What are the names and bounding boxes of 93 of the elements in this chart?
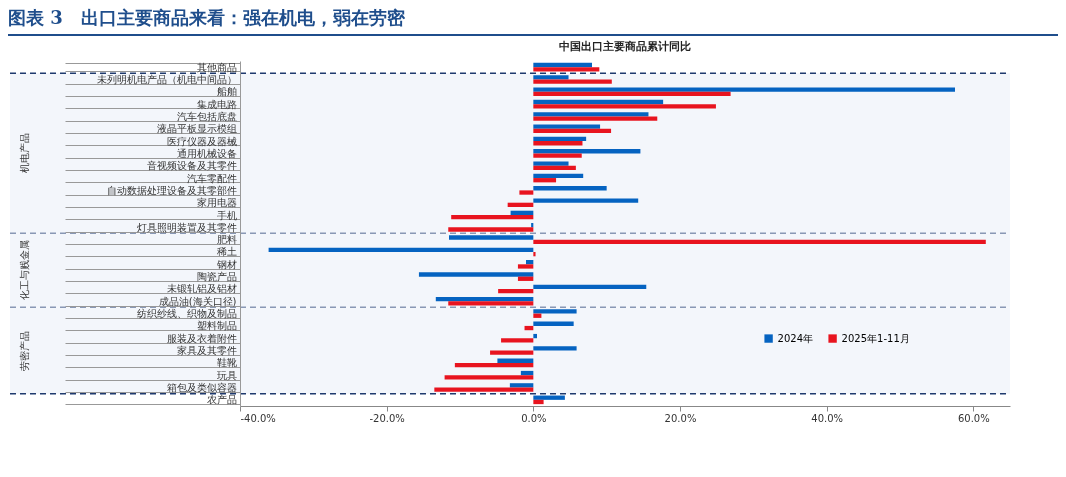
y-tick-label: 钢材 [215,258,237,270]
bar [507,202,534,208]
bar [533,62,592,68]
bar [497,358,534,363]
y-tick-label: 陶瓷产品 [196,271,237,283]
bar [533,153,582,158]
y-tick-label: 未锻轧铝及铝材 [166,283,237,295]
bar [268,247,534,252]
bar [533,395,565,400]
bar [418,272,534,277]
bar [533,104,716,109]
y-tick-label: 集成电路 [196,98,237,110]
y-tick-label: 家具及其零件 [176,345,237,357]
bar [533,161,569,166]
y-tick-label: 农产品 [206,394,237,406]
band-label: 化工与贱金属 [19,240,30,301]
bar [533,99,664,105]
bar [533,399,544,405]
y-tick-label: 家用电器 [196,197,237,209]
bar [517,264,534,269]
bar [533,284,647,289]
bar [533,313,542,318]
x-tick-label: -20.0% [369,412,405,424]
y-tick-label: 灯具照明装置及其零件 [136,221,237,233]
bar [533,128,612,134]
y-tick-label: 肥料 [216,234,237,246]
y-tick-label: 玩具 [216,369,237,381]
bar [444,375,534,380]
bar [533,112,649,117]
bar [533,165,576,171]
chart-title: 图表 3 出口主要商品来看：强在机电，弱在劳密 [8,4,1058,36]
x-tick-label: 20.0% [664,412,697,424]
bar [509,383,534,388]
y-tick-label: 未列明机电产品（机电中间品） [96,73,237,85]
y-tick-label: 其他商品 [196,61,237,73]
y-tick-label: 船舶 [216,86,237,98]
bar [533,67,600,72]
bar [435,296,534,302]
bar [454,362,534,368]
y-tick-label: 服装及衣着附件 [166,332,237,344]
y-tick-label: 液晶平板显示模组 [156,123,237,135]
bar [501,338,534,343]
bar [533,251,536,257]
y-tick-label: 汽车包括底盘 [176,110,237,122]
bar [519,190,534,195]
y-tick-label: 鞋靴 [216,357,237,369]
bar [533,149,641,154]
bar [510,210,534,216]
bar [533,173,584,179]
legend-label: 2024年 [777,332,814,344]
bar [517,276,534,281]
y-tick-label: 手机 [216,209,237,221]
y-tick-label: 箱包及类似容器 [166,382,237,394]
y-tick-label: 自动数据处理设备及其零部件 [106,184,237,196]
band-label: 机电产品 [19,133,30,174]
bar [434,387,534,392]
y-tick-label: 音视频设备及其零件 [146,160,237,172]
bar [533,186,607,191]
bar [533,239,986,244]
bar [533,124,601,129]
x-tick-label: -40.0% [240,412,276,424]
bar [498,288,534,294]
bar [533,321,574,326]
bar [449,235,534,240]
y-tick-label: 塑料制品 [196,320,237,332]
bar [533,75,569,80]
bar [533,178,557,183]
bar [533,141,583,146]
bar [451,215,534,220]
y-tick-label: 汽车零配件 [186,172,237,184]
bar [533,79,612,84]
bar [533,116,658,121]
bar [533,333,537,339]
legend-label: 2025年1-11月 [841,332,910,344]
bar [533,198,639,203]
x-tick-label: 40.0% [811,412,844,424]
band-label: 劳密产品 [19,330,30,371]
bar [448,301,534,306]
y-tick-label: 医疗仪器及器械 [166,135,237,147]
y-tick-label: 通用机械设备 [176,147,237,159]
x-tick-label: 60.0% [957,412,990,424]
chart-subtitle: 中国出口主要商品累计同比 [559,40,691,53]
x-tick-label: 0.0% [521,412,547,424]
bar [533,91,731,97]
bar [448,227,534,232]
bar [490,350,534,355]
y-tick-label: 成品油(海关口径) [158,295,237,307]
bar [533,136,587,142]
bar [533,309,577,314]
y-tick-label: 纺织纱线、织物及制品 [136,308,237,320]
y-tick-label: 稀土 [216,246,237,258]
bar [533,87,955,92]
bar [533,346,577,351]
